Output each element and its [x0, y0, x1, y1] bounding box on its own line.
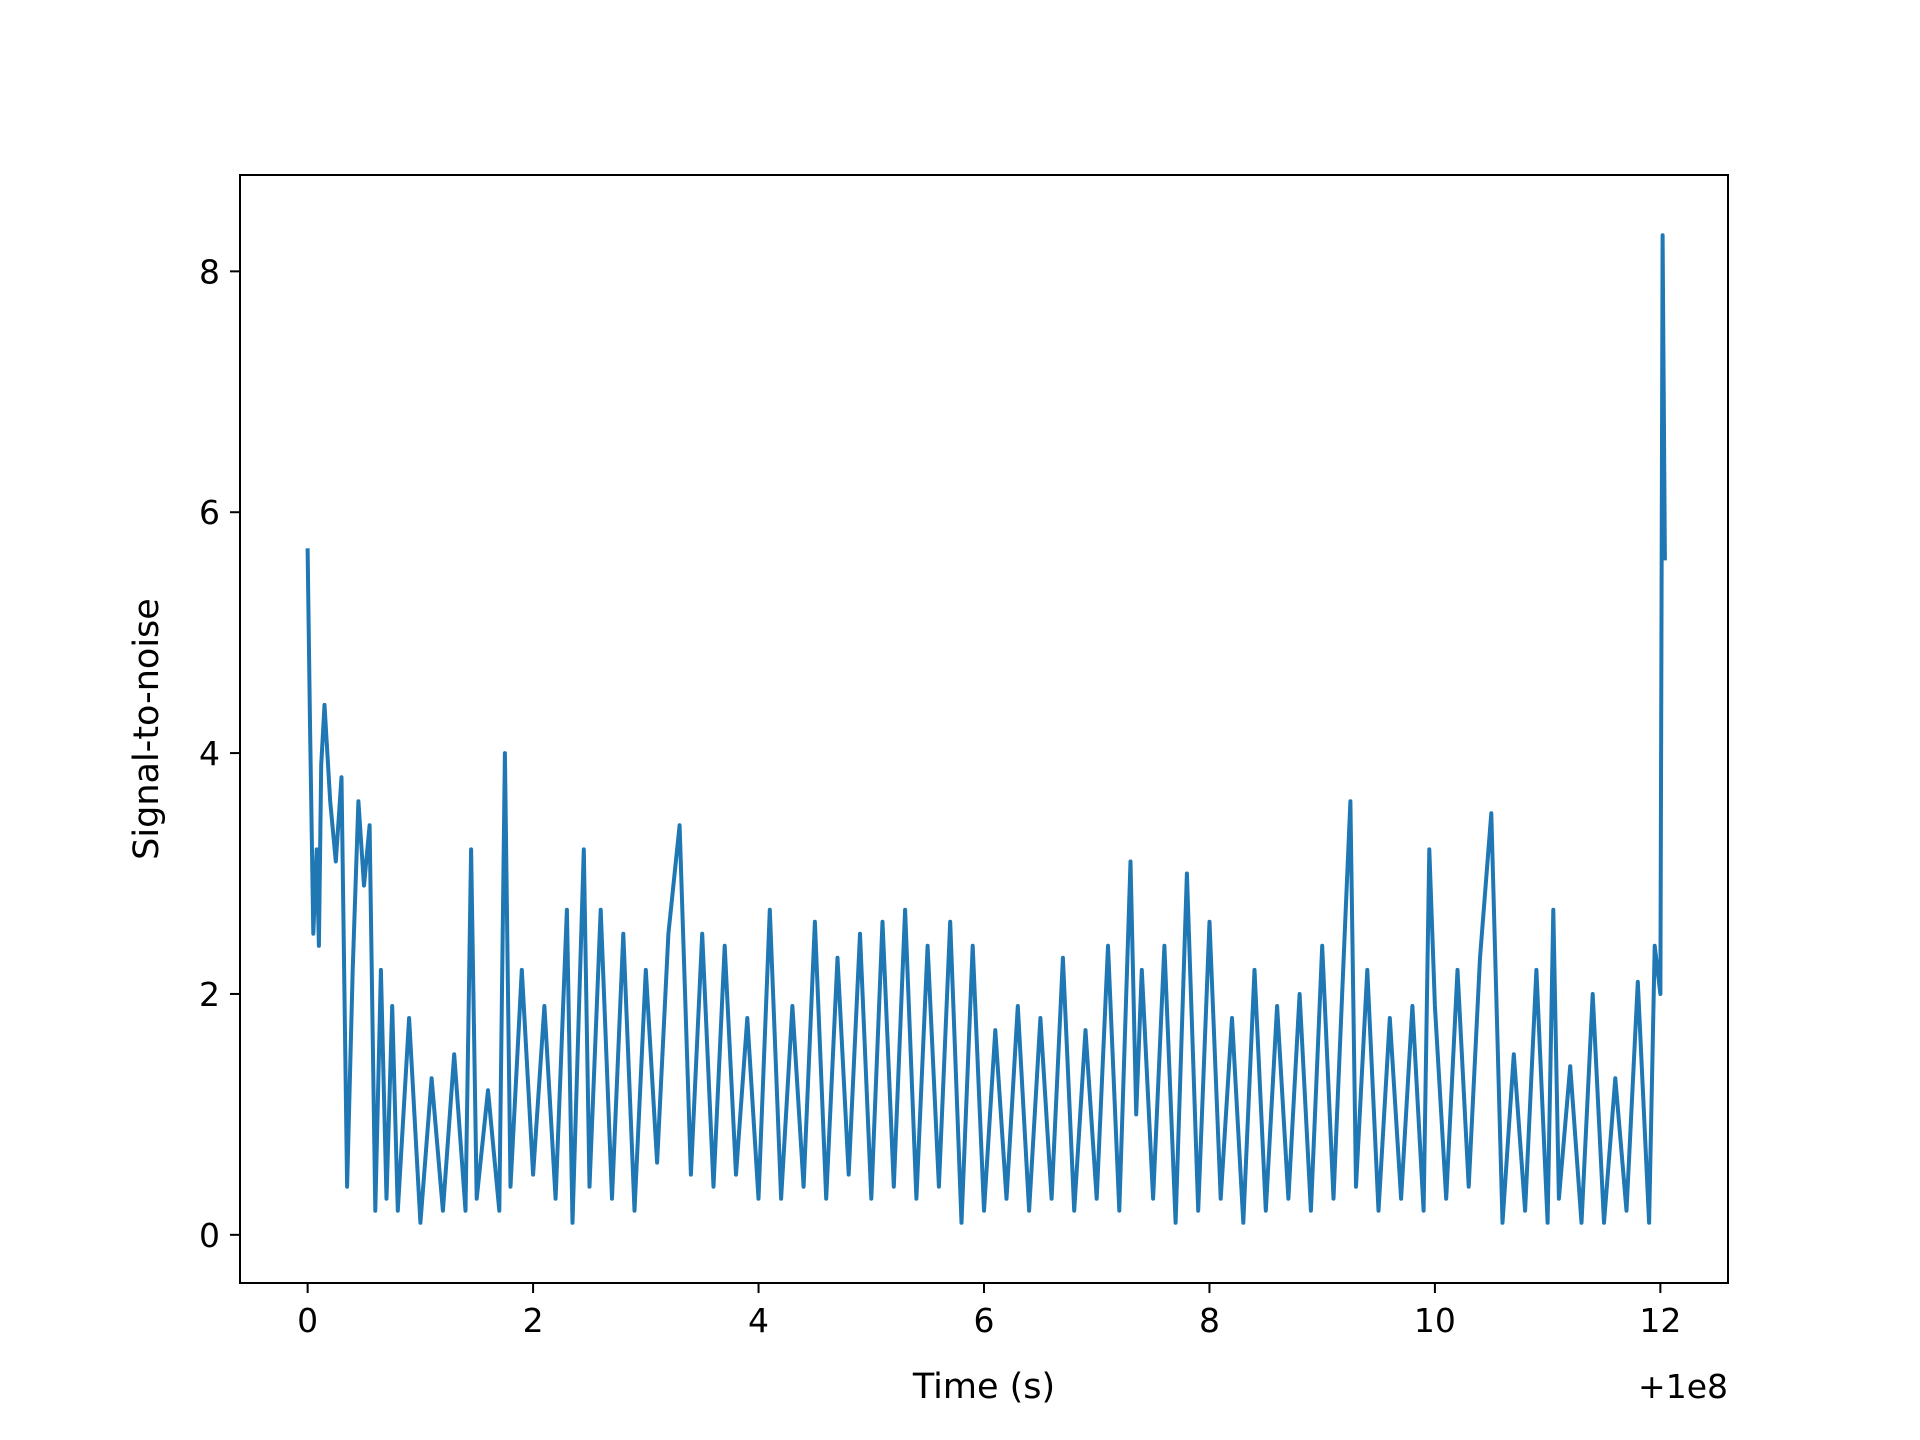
y-tick-label: 6 — [199, 493, 220, 532]
x-tick-label: 12 — [1639, 1301, 1681, 1340]
x-axis-label: Time (s) — [912, 1367, 1055, 1407]
series-line-0 — [305, 233, 1667, 1225]
y-tick-label: 0 — [199, 1216, 220, 1255]
x-tick-label: 0 — [297, 1301, 318, 1340]
x-tick-label: 8 — [1199, 1301, 1220, 1340]
y-tick-label: 2 — [199, 975, 220, 1014]
x-axis-ticks: 0 2 4 6 8 10 12 — [297, 1283, 1681, 1340]
x-tick-label: 4 — [748, 1301, 769, 1340]
y-axis-label: Signal-to-noise — [127, 598, 167, 860]
x-axis-offset-label: +1e8 — [1638, 1367, 1728, 1406]
y-axis-ticks: 0 2 4 6 8 — [199, 252, 240, 1255]
x-tick-label: 2 — [523, 1301, 544, 1340]
y-tick-label: 8 — [199, 252, 220, 291]
x-tick-label: 6 — [974, 1301, 995, 1340]
plot-frame — [239, 174, 1729, 1284]
y-tick-label: 4 — [199, 734, 220, 773]
series-line-layer — [305, 233, 1667, 1225]
x-tick-label: 10 — [1414, 1301, 1456, 1340]
